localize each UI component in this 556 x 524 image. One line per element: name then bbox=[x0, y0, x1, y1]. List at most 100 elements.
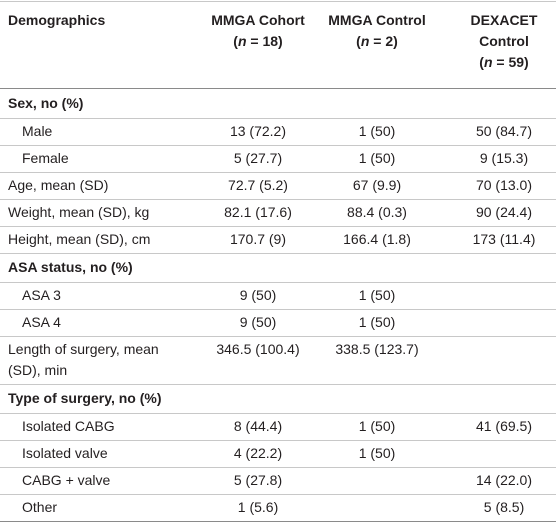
label-text: CABG + valve bbox=[22, 472, 111, 488]
row-label: ASA 4 bbox=[22, 312, 61, 333]
row-rule bbox=[0, 118, 556, 119]
data-cell: 1 (50) bbox=[358, 150, 396, 166]
row-label: Female bbox=[22, 148, 69, 169]
label-text: Isolated valve bbox=[22, 445, 108, 461]
data-cell: 67 (9.9) bbox=[352, 177, 402, 193]
row-rule bbox=[0, 199, 556, 200]
row-rule bbox=[0, 440, 556, 441]
label-text: Age, mean (SD) bbox=[8, 177, 109, 193]
data-cell: 5 (27.8) bbox=[233, 472, 283, 488]
header-text: = 18) bbox=[246, 33, 283, 49]
row-rule bbox=[0, 282, 556, 283]
data-cell: 1 (50) bbox=[358, 287, 396, 303]
row-rule bbox=[0, 336, 556, 337]
header-cell: MMGA Control (n = 2) bbox=[312, 10, 442, 52]
data-cell: 90 (24.4) bbox=[475, 204, 533, 220]
row-label: Male bbox=[22, 121, 52, 142]
header-text: MMGA Cohort bbox=[211, 12, 305, 28]
row-rule bbox=[0, 226, 556, 227]
row-rule bbox=[0, 467, 556, 468]
header-text: = 2) bbox=[369, 33, 398, 49]
label-text: ASA 3 bbox=[22, 287, 61, 303]
data-cell: 82.1 (17.6) bbox=[224, 204, 292, 220]
header-n: (n = 59) bbox=[439, 52, 556, 73]
data-cell: 9 (50) bbox=[239, 314, 277, 330]
section-label: ASA status, no (%) bbox=[8, 257, 133, 278]
header-text: DEXACET bbox=[470, 12, 538, 28]
data-cell: 9 (15.3) bbox=[479, 150, 529, 166]
label-text: ASA 4 bbox=[22, 314, 61, 330]
data-cell: 72.7 (5.2) bbox=[228, 177, 288, 193]
row-rule bbox=[0, 494, 556, 495]
data-cell: 338.5 (123.7) bbox=[335, 341, 419, 357]
top-rule bbox=[0, 1, 556, 2]
data-cell: 346.5 (100.4) bbox=[216, 341, 300, 357]
header-n: (n = 2) bbox=[312, 31, 442, 52]
row-label: CABG + valve bbox=[22, 470, 110, 491]
row-label: Isolated CABG bbox=[22, 416, 115, 437]
label-text: Male bbox=[22, 123, 53, 139]
row-rule bbox=[0, 384, 556, 385]
data-cell: 1 (50) bbox=[358, 418, 396, 434]
header-text: ( bbox=[356, 33, 361, 49]
row-rule bbox=[0, 253, 556, 254]
data-cell: 166.4 (1.8) bbox=[343, 231, 411, 247]
header-n-symbol: n bbox=[360, 33, 370, 49]
data-cell: 1 (50) bbox=[358, 314, 396, 330]
header-cell: Demographics bbox=[8, 10, 105, 31]
row-label: Length of surgery, mean (SD), min bbox=[8, 339, 159, 381]
header-cell: DEXACET Control (n = 59) bbox=[439, 10, 556, 73]
data-cell: 5 (8.5) bbox=[483, 499, 525, 515]
data-cell: 4 (22.2) bbox=[233, 445, 283, 461]
label-text: ASA status, no (%) bbox=[8, 259, 133, 275]
data-cell: 88.4 (0.3) bbox=[347, 204, 407, 220]
data-cell: 5 (27.7) bbox=[233, 150, 283, 166]
row-label: Height, mean (SD), cm bbox=[8, 229, 150, 250]
label-text: Female bbox=[22, 150, 69, 166]
row-label: Weight, mean (SD), kg bbox=[8, 202, 149, 223]
row-rule bbox=[0, 521, 556, 522]
row-label: Other bbox=[22, 497, 57, 518]
data-cell: 1 (5.6) bbox=[237, 499, 279, 515]
data-cell: 8 (44.4) bbox=[233, 418, 283, 434]
data-cell: 173 (11.4) bbox=[472, 231, 536, 247]
label-text: Isolated CABG bbox=[22, 418, 115, 434]
label-text: Type of surgery, no (%) bbox=[8, 390, 162, 406]
data-cell: 41 (69.5) bbox=[475, 418, 533, 434]
label-text: Other bbox=[22, 499, 58, 515]
row-rule bbox=[0, 309, 556, 310]
row-rule bbox=[0, 413, 556, 414]
data-cell: 13 (72.2) bbox=[229, 123, 287, 139]
data-cell: 50 (84.7) bbox=[475, 123, 533, 139]
data-cell: 1 (50) bbox=[358, 123, 396, 139]
row-rule bbox=[0, 172, 556, 173]
header-n-symbol: n bbox=[483, 54, 493, 70]
header-text: ( bbox=[233, 33, 238, 49]
label-text: (SD), min bbox=[8, 362, 68, 378]
header-cell: MMGA Cohort (n = 18) bbox=[193, 10, 323, 52]
row-label: Isolated valve bbox=[22, 443, 108, 464]
header-n: (n = 18) bbox=[193, 31, 323, 52]
data-cell: 70 (13.0) bbox=[475, 177, 533, 193]
header-text: ( bbox=[479, 54, 484, 70]
header-text: MMGA Control bbox=[328, 12, 426, 28]
data-cell: 9 (50) bbox=[239, 287, 277, 303]
header-n-symbol: n bbox=[237, 33, 247, 49]
data-cell: 1 (50) bbox=[358, 445, 396, 461]
label-text: Length of surgery, mean bbox=[8, 341, 159, 357]
data-cell: 170.7 (9) bbox=[229, 231, 287, 247]
label-text: Sex, no (%) bbox=[8, 95, 84, 111]
label-text: Height, mean (SD), cm bbox=[8, 231, 151, 247]
header-text: Control bbox=[479, 33, 529, 49]
section-label: Type of surgery, no (%) bbox=[8, 388, 162, 409]
header-rule bbox=[0, 88, 556, 89]
row-label: Age, mean (SD) bbox=[8, 175, 108, 196]
header-text: Demographics bbox=[8, 12, 106, 28]
label-text: Weight, mean (SD), kg bbox=[8, 204, 150, 220]
row-rule bbox=[0, 145, 556, 146]
row-label: ASA 3 bbox=[22, 285, 61, 306]
section-label: Sex, no (%) bbox=[8, 93, 83, 114]
data-cell: 14 (22.0) bbox=[475, 472, 533, 488]
header-text: = 59) bbox=[492, 54, 529, 70]
